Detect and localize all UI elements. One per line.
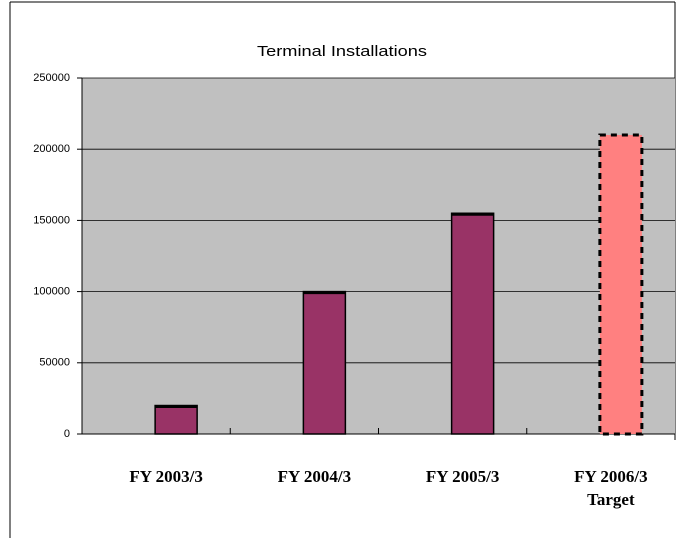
x-tick-label: FY 2006/3 Target	[574, 467, 648, 509]
chart-title: Terminal Installations	[257, 43, 427, 60]
y-tick-label: 250000	[33, 72, 70, 84]
y-tick-label: 0	[64, 428, 70, 440]
y-tick-label: 100000	[33, 286, 70, 298]
bar	[154, 404, 198, 435]
bar	[598, 133, 644, 436]
bar	[450, 212, 495, 435]
x-tick-label: FY 2004/3	[278, 467, 352, 486]
y-tick-label: 200000	[33, 143, 70, 155]
plot-area	[82, 78, 675, 434]
x-tick-label: FY 2005/3	[426, 467, 500, 486]
x-tick-label: FY 2003/3	[129, 467, 203, 486]
y-tick-label: 150000	[33, 214, 70, 226]
y-tick-label: 50000	[39, 357, 70, 369]
bar	[302, 290, 347, 435]
